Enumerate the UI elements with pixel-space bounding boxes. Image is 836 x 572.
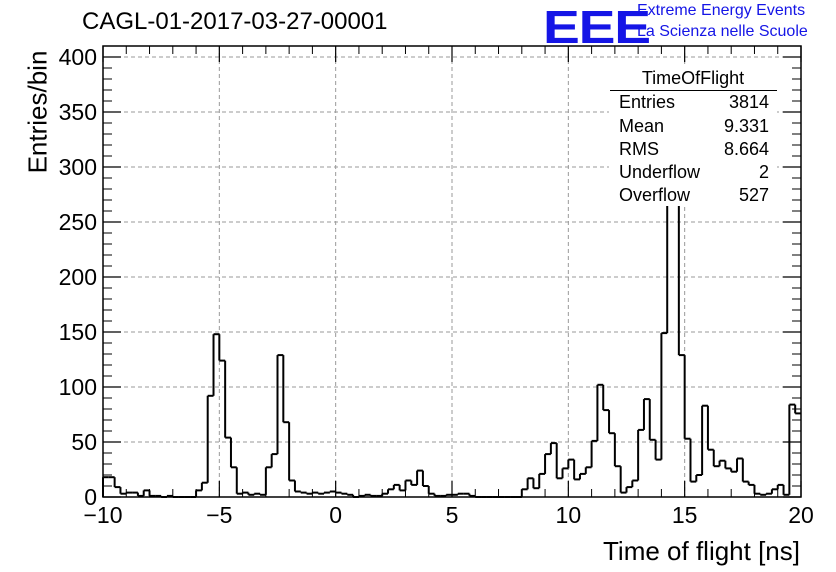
stats-value: 9.331 [723, 116, 769, 136]
y-tick-label: 400 [59, 44, 97, 70]
y-tick-label: 150 [59, 319, 97, 345]
stats-key: Entries [619, 92, 676, 112]
stats-value: 2 [758, 162, 769, 182]
stats-divider [610, 90, 777, 91]
x-tick-label: −10 [83, 502, 122, 528]
stats-key: Mean [619, 116, 665, 136]
y-tick-label: 100 [59, 374, 97, 400]
stats-key: Overflow [619, 185, 691, 205]
stats-row-entries: Entries 3814 [619, 92, 769, 114]
histogram-series [102, 67, 801, 498]
y-tick-label: 350 [59, 99, 97, 125]
stats-row-rms: RMS 8.664 [619, 139, 769, 161]
stats-key: RMS [619, 139, 659, 159]
stats-row-underflow: Underflow 2 [619, 162, 769, 184]
y-tick-label: 250 [59, 209, 97, 235]
x-tick-label: 15 [672, 502, 698, 528]
stats-title: TimeOfFlight [641, 68, 745, 88]
y-tick-label: 200 [59, 264, 97, 290]
stats-value: 3814 [728, 92, 769, 112]
x-tick-label: 10 [556, 502, 582, 528]
y-tick-label: 50 [71, 429, 97, 455]
stats-box: TimeOfFlight Entries 3814 Mean 9.331 RMS… [609, 66, 777, 206]
stats-value: 527 [738, 185, 769, 205]
stats-key: Underflow [619, 162, 701, 182]
y-tick-label: 0 [84, 484, 97, 510]
x-tick-label: 20 [788, 502, 814, 528]
stats-row-mean: Mean 9.331 [619, 116, 769, 138]
y-tick-label: 300 [59, 154, 97, 180]
x-tick-label: −5 [206, 502, 232, 528]
stats-value: 8.664 [723, 139, 769, 159]
logo-tagline-2: La Scienza nelle Scuole [637, 23, 808, 40]
stats-row-overflow: Overflow 527 [619, 185, 769, 207]
eee-logo: EEE [543, 1, 651, 53]
plot-frame [102, 45, 802, 498]
x-axis-label: Time of flight [ns] [603, 536, 800, 566]
run-title: CAGL-01-2017-03-27-00001 [82, 8, 388, 35]
x-tick-label: 0 [329, 502, 342, 528]
y-axis-label: Entries/bin [22, 50, 53, 174]
logo-tagline-1: Extreme Energy Events [637, 2, 806, 19]
x-tick-label: 5 [446, 502, 459, 528]
